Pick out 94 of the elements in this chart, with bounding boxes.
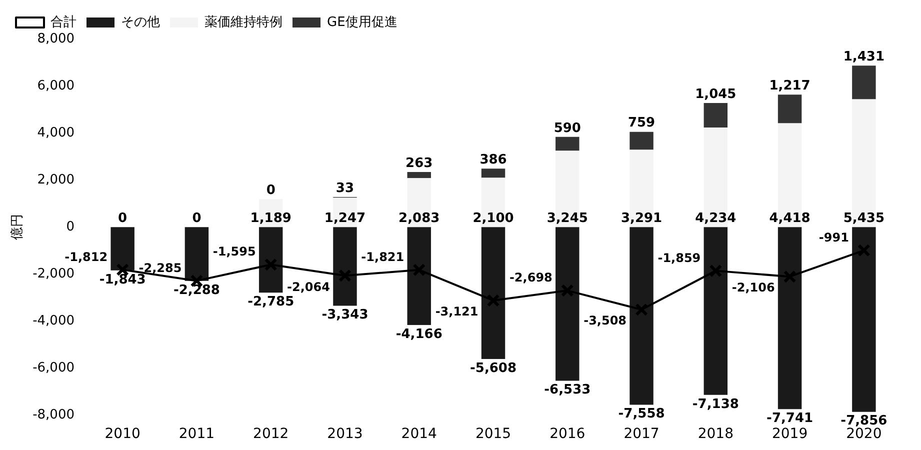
x-tick-label: 2016: [550, 426, 586, 442]
y-tick-label: 6,000: [37, 78, 75, 94]
data-label: -2,698: [509, 270, 552, 285]
data-label: -7,138: [692, 396, 739, 412]
data-label: -5,608: [470, 360, 517, 376]
bar: [481, 227, 506, 359]
y-tick-label: -8,000: [32, 408, 75, 423]
data-label: 4,418: [769, 210, 810, 226]
x-tick-label: 2013: [327, 426, 363, 442]
data-label: -3,121: [435, 304, 478, 319]
point: [412, 263, 426, 276]
data-label: -2,064: [287, 280, 330, 294]
y-tick-label: 0: [66, 219, 75, 234]
data-label: -2,106: [732, 280, 775, 295]
y-tick-label: 2,000: [37, 172, 75, 188]
y-axis-title: 億円: [10, 214, 26, 240]
data-label: 590: [554, 120, 581, 136]
bar: [481, 168, 506, 178]
data-label: 1,045: [695, 86, 736, 102]
x-tick-label: 2015: [475, 426, 512, 442]
legend-label: その他: [121, 14, 160, 30]
bar: [852, 66, 876, 100]
legend-label: 薬価維持特例: [204, 14, 282, 30]
x-tick-label: 2011: [178, 426, 215, 442]
data-label: -2,785: [248, 294, 294, 310]
data-label: 3,245: [546, 210, 588, 226]
data-label: -4,166: [396, 326, 442, 342]
data-label: -2,288: [173, 282, 220, 298]
bar: [407, 172, 431, 178]
point: [709, 264, 722, 278]
bar: [333, 227, 357, 306]
data-label: 1,431: [843, 50, 884, 65]
data-label: -1,859: [658, 250, 701, 265]
data-label: 1,189: [250, 210, 292, 226]
bar: [704, 102, 728, 128]
bar: [778, 227, 802, 410]
data-label: 4,234: [695, 210, 736, 226]
bar: [852, 227, 876, 412]
data-label: 386: [480, 152, 507, 168]
bar: [110, 227, 134, 270]
data-label: 1,217: [769, 78, 810, 94]
point: [264, 258, 278, 272]
data-label: 1,247: [324, 210, 366, 226]
data-label: -1,821: [361, 250, 404, 264]
data-label: -7,856: [840, 414, 888, 429]
data-label: -1,595: [212, 244, 256, 259]
x-tick-label: 2020: [846, 426, 882, 442]
x-tick-label: 2012: [253, 426, 289, 442]
x-tick-label: 2014: [401, 426, 438, 442]
data-label: -2,285: [138, 260, 182, 275]
data-label: 263: [406, 156, 433, 171]
point: [486, 294, 500, 307]
point: [635, 303, 648, 316]
y-tick-label: 4,000: [37, 125, 75, 140]
point: [560, 284, 574, 297]
data-label: -7,741: [766, 410, 814, 426]
bar: [630, 132, 654, 150]
y-tick-label: -2,000: [32, 266, 75, 282]
data-label: -1,843: [99, 272, 146, 288]
point: [338, 269, 352, 282]
legend-label: GE使用促進: [327, 14, 398, 30]
data-label: -3,508: [584, 314, 627, 328]
data-label: -7,558: [618, 406, 665, 422]
y-tick-label: 8,000: [37, 31, 75, 46]
point: [783, 270, 796, 284]
x-tick-label: 2010: [104, 426, 140, 442]
data-label: 2,100: [472, 210, 514, 226]
data-label: -1,812: [64, 250, 108, 264]
bar: [778, 94, 802, 124]
bar: [556, 136, 580, 151]
data-label: 0: [266, 183, 276, 198]
y-tick-label: -6,000: [32, 360, 75, 376]
data-label: 33: [336, 180, 354, 196]
bar: [407, 227, 431, 326]
data-label: 0: [192, 210, 202, 226]
x-tick-label: 2019: [772, 426, 808, 442]
bar: [258, 227, 283, 293]
data-label: 5,435: [843, 210, 884, 226]
data-label: 2,083: [398, 210, 440, 226]
data-label: -6,533: [544, 382, 591, 398]
bar: [556, 227, 580, 381]
data-label: -991: [818, 230, 849, 245]
data-label: 759: [628, 116, 656, 131]
bar: [704, 227, 728, 395]
data-label: -3,343: [322, 308, 368, 323]
legend-label: 合計: [50, 14, 76, 30]
point: [857, 244, 870, 257]
data-label: 0: [118, 210, 128, 226]
x-tick-label: 2018: [698, 426, 734, 442]
data-label: 3,291: [620, 210, 662, 226]
bar: [630, 227, 654, 405]
y-tick-label: -4,000: [32, 314, 75, 329]
bar: [184, 227, 209, 281]
x-tick-label: 2017: [624, 426, 660, 442]
